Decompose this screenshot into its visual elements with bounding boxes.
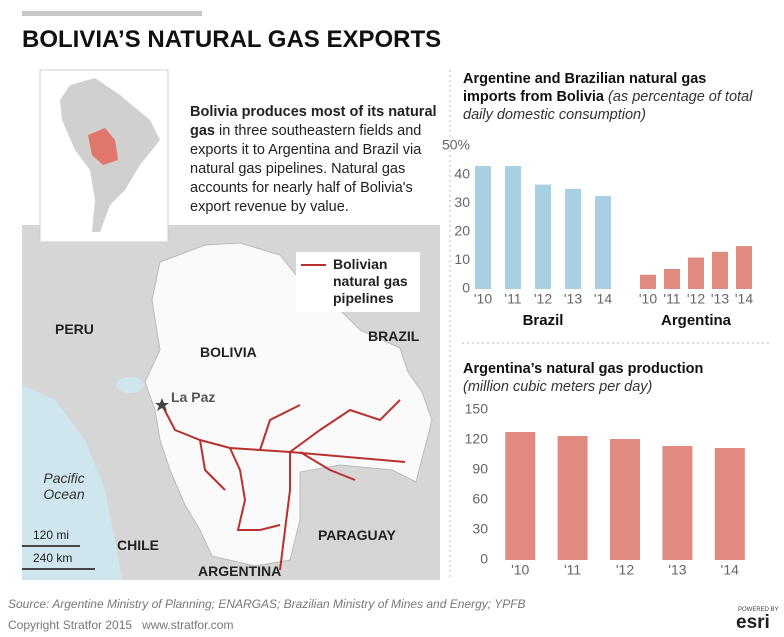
map-label: CHILE	[117, 537, 159, 553]
x-tick-label: '12	[616, 562, 634, 578]
bar	[610, 439, 640, 560]
y-tick-label: 20	[454, 223, 470, 239]
url: www.stratfor.com	[142, 618, 234, 632]
x-tick-label: '13	[668, 562, 686, 578]
bar	[712, 251, 728, 289]
x-tick-label: '11	[564, 562, 581, 578]
bar	[475, 166, 491, 289]
bar	[714, 448, 745, 560]
legend-box	[296, 252, 420, 312]
logo-powered: POWERED BY	[738, 607, 779, 613]
bar	[736, 246, 752, 289]
x-tick-label: '14	[594, 291, 612, 307]
y-tick-label: 30	[472, 521, 488, 537]
y-tick-label: 40	[454, 165, 470, 181]
pipelines	[161, 399, 406, 571]
x-tick-label: '13	[711, 291, 729, 307]
x-tick-label: '10	[639, 291, 657, 307]
x-tick-label: '12	[687, 291, 705, 307]
bar	[640, 274, 656, 289]
bar	[505, 166, 521, 289]
chart-title-main: Argentine and Brazilian natural gas impo…	[463, 71, 707, 105]
x-tick-label: '11	[504, 291, 521, 307]
bar	[535, 184, 551, 289]
la-paz-star	[155, 398, 169, 411]
inset-bolivia	[88, 128, 118, 165]
map-label: PERU	[55, 321, 94, 337]
y-tick-label: 30	[454, 194, 470, 210]
group-label: Argentina	[661, 312, 732, 329]
x-tick-label: '14	[735, 291, 753, 307]
x-tick-label: '14	[721, 562, 739, 578]
chart-subtitle: (as percentage of total daily domestic c…	[463, 89, 753, 123]
map-label: PARAGUAY	[318, 527, 396, 543]
x-tick-label: '12	[534, 291, 552, 307]
group-label: Brazil	[523, 312, 564, 329]
bar	[688, 257, 704, 289]
intro-bold: Bolivia produces most of its natural gas	[190, 104, 437, 139]
map-label: Pacific Ocean	[43, 470, 85, 502]
intro: Bolivia produces most of its natural gas…	[190, 103, 438, 217]
y-tick-label: 50%	[442, 137, 470, 153]
x-tick-label: '10	[511, 562, 529, 578]
copyright-text: Copyright Stratfor 2015	[8, 618, 133, 632]
bar	[565, 188, 581, 289]
copyright: Copyright Stratfor 2015 www.stratfor.com	[8, 618, 233, 632]
x-tick-label: '11	[663, 291, 680, 307]
map-label: BRAZIL	[368, 328, 420, 344]
map-label: La Paz	[171, 389, 216, 405]
y-tick-label: 90	[472, 461, 488, 477]
y-tick-label: 0	[462, 280, 470, 296]
ocean	[22, 385, 122, 580]
page-title: BOLIVIA’S NATURAL GAS EXPORTS	[22, 26, 442, 53]
y-tick-label: 150	[465, 401, 489, 417]
bar	[595, 196, 611, 289]
bar	[505, 432, 536, 560]
chart-title: Argentina’s natural gas production (milli…	[463, 360, 763, 396]
scale-label: 240 km	[33, 551, 73, 565]
y-tick-label: 10	[454, 251, 470, 267]
bar	[662, 446, 693, 560]
scale-label: 120 mi	[33, 528, 70, 542]
chart-title-main: Argentina’s natural gas production	[463, 361, 704, 377]
x-tick-label: '13	[564, 291, 582, 307]
chart-subtitle: (million cubic meters per day)	[463, 379, 653, 395]
map-label: BOLIVIA	[200, 344, 257, 360]
legend-label: Bolivian natural gas pipelines	[333, 256, 408, 306]
map-label: ARGENTINA	[198, 563, 282, 579]
logo-brand: esri	[736, 612, 770, 633]
intro-text: in three southeastern fields and exports…	[190, 123, 422, 215]
top-rule	[22, 11, 202, 16]
chart-title: Argentine and Brazilian natural gas impo…	[463, 70, 763, 124]
y-tick-label: 60	[472, 491, 488, 507]
y-tick-label: 0	[480, 551, 488, 567]
x-tick-label: '10	[474, 291, 492, 307]
lake	[116, 377, 144, 393]
y-tick-label: 120	[465, 431, 489, 447]
bar	[557, 436, 588, 560]
source: Source: Argentine Ministry of Planning; …	[8, 597, 526, 611]
bar	[664, 268, 680, 289]
